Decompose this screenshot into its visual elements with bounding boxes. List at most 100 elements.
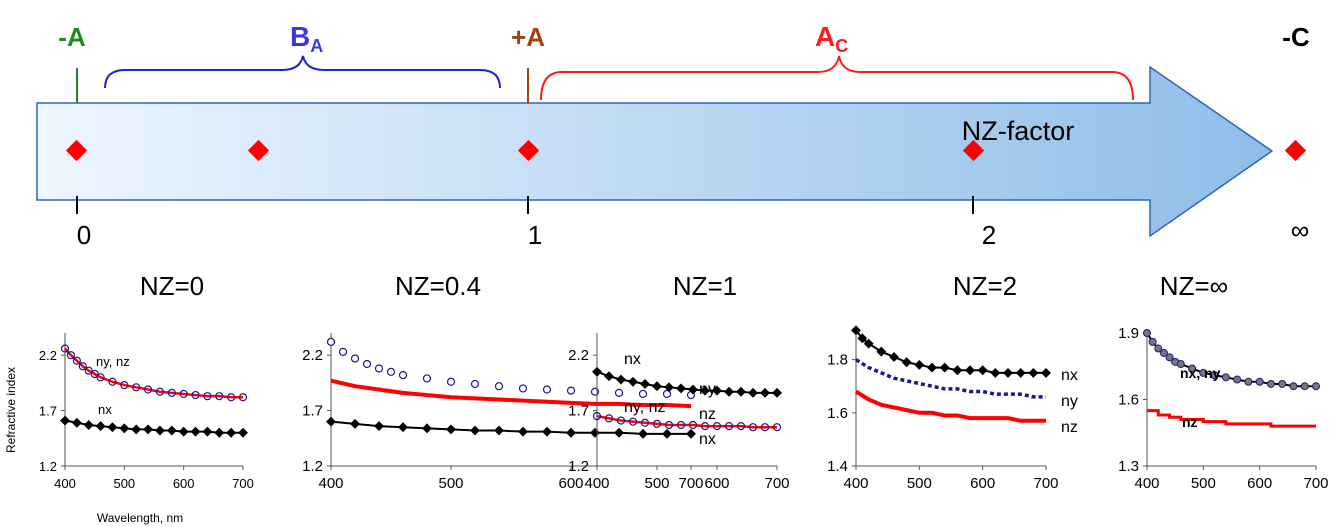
series-nz xyxy=(1147,409,1316,428)
data-point xyxy=(712,422,722,431)
data-point xyxy=(542,426,552,437)
y-tick-label: 2.2 xyxy=(302,347,323,364)
data-point xyxy=(700,385,710,396)
data-point xyxy=(374,364,384,373)
data-point xyxy=(1176,360,1185,369)
data-point xyxy=(203,392,212,401)
series-nx xyxy=(851,325,1051,378)
data-point xyxy=(166,425,177,436)
data-point xyxy=(1188,364,1197,373)
data-point xyxy=(60,344,70,353)
data-point xyxy=(760,423,770,432)
data-point xyxy=(748,423,758,432)
data-point xyxy=(851,325,861,336)
data-point xyxy=(422,374,432,383)
data-point xyxy=(494,425,504,436)
data-point xyxy=(542,385,552,394)
marker-nz-1 xyxy=(517,139,540,162)
data-point xyxy=(604,371,614,382)
data-point xyxy=(604,414,614,423)
data-point xyxy=(628,376,638,387)
x-tick-label: 700 xyxy=(764,475,789,492)
data-point xyxy=(592,366,602,377)
data-point xyxy=(616,416,626,425)
chart-ylabel: Refractive index xyxy=(4,367,18,453)
data-point xyxy=(592,412,602,421)
data-point xyxy=(590,427,600,438)
y-tick-label: 1.7 xyxy=(302,403,323,420)
label-minus-a: -A xyxy=(58,22,86,52)
data-point xyxy=(179,389,188,399)
data-point xyxy=(398,371,408,380)
data-point xyxy=(1278,379,1287,388)
data-point xyxy=(154,425,165,436)
data-point xyxy=(700,422,710,431)
label-a-c: AC xyxy=(815,21,848,56)
nz-axis-arrow xyxy=(36,65,1274,238)
y-tick-label: 1.2 xyxy=(302,458,323,475)
series-label-c1-ny: ny xyxy=(699,381,716,398)
axis-tick-label-0: 0 xyxy=(77,220,91,250)
data-point xyxy=(227,393,236,402)
data-point xyxy=(616,374,626,385)
data-point xyxy=(191,390,200,400)
y-tick-label: 1.8 xyxy=(827,352,848,369)
data-point xyxy=(1003,367,1013,378)
data-point xyxy=(214,427,225,438)
x-tick-label: 400 xyxy=(318,475,343,492)
data-point xyxy=(939,362,950,373)
x-tick-label: 400 xyxy=(843,475,868,492)
x-tick-label: 400 xyxy=(1134,475,1159,492)
series-line xyxy=(596,414,777,429)
data-point xyxy=(664,382,674,393)
data-point xyxy=(96,373,105,382)
chart-nz-inf: 1.3 1.6 1.9 400 500 600 700 xyxy=(1118,325,1328,492)
data-point xyxy=(190,426,201,437)
data-point xyxy=(638,428,648,439)
series-label-c2-nynz: ny, nz xyxy=(624,399,666,416)
data-point xyxy=(772,387,782,398)
data-point xyxy=(662,389,672,399)
chart-nz-0: 1.2 1.7 2.2 400 500 600 700 xyxy=(39,333,254,491)
chart-nz-2: 1.4 1.6 1.8 400 500 600 700 xyxy=(827,325,1059,492)
data-point xyxy=(78,362,87,371)
x-tick-label: 400 xyxy=(584,475,609,492)
series-line xyxy=(64,347,243,399)
data-point xyxy=(1233,375,1242,384)
data-point xyxy=(90,369,99,379)
data-point xyxy=(83,420,94,430)
series-nynz xyxy=(60,344,248,402)
x-tick-label: 500 xyxy=(113,476,135,491)
data-point xyxy=(760,387,770,398)
x-tick-label: 400 xyxy=(54,476,76,491)
data-point xyxy=(748,387,758,398)
x-tick-label: 700 xyxy=(1033,475,1058,492)
series-nz xyxy=(854,389,1046,423)
series-nynz xyxy=(592,412,782,432)
x-tick-label: 500 xyxy=(644,475,669,492)
data-point xyxy=(446,377,456,386)
series-label-c1-nx: nx xyxy=(699,431,716,448)
y-tick-label: 1.4 xyxy=(827,458,848,475)
data-point xyxy=(422,423,432,434)
series-line xyxy=(330,378,692,409)
series-label-c2-nx: nx xyxy=(624,351,641,368)
series-line xyxy=(64,419,243,434)
data-point xyxy=(1041,367,1051,378)
data-point xyxy=(66,351,76,360)
data-point xyxy=(95,421,106,432)
data-point xyxy=(863,338,874,349)
series-label-c1-nz: nz xyxy=(699,406,716,423)
data-point xyxy=(350,418,360,429)
x-tick-label: 500 xyxy=(438,475,463,492)
data-point xyxy=(664,420,674,430)
data-point xyxy=(143,424,154,435)
series-line xyxy=(330,420,691,435)
nz-label-2: NZ=2 xyxy=(953,271,1017,301)
data-point xyxy=(350,354,360,363)
y-tick-label: 1.3 xyxy=(1118,458,1139,475)
series-label-c3-ny: ny xyxy=(1061,393,1078,410)
y-tick-label: 1.7 xyxy=(568,403,589,420)
data-point xyxy=(1015,367,1026,378)
